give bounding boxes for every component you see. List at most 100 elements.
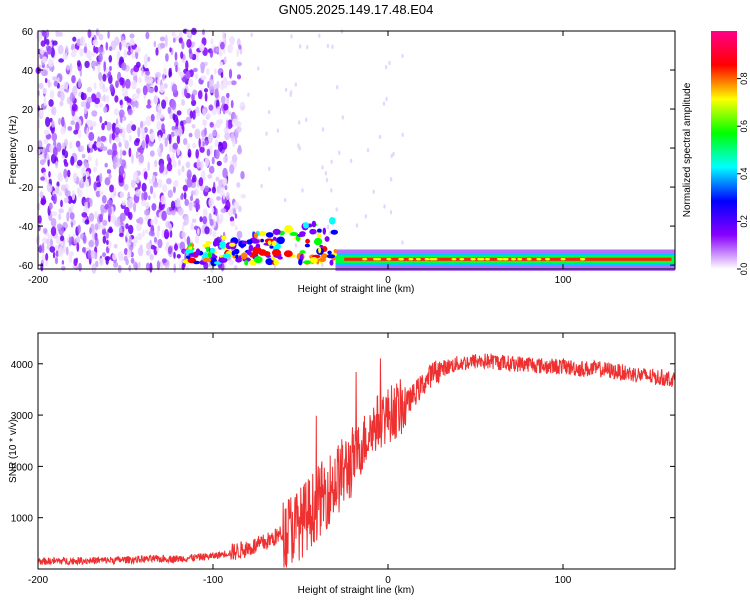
spectrogram-noise-cell [54,76,58,82]
spectrogram-noise-cell [194,73,199,80]
snr-panel: -200 -100 0 100 1000 2000 3000 4000 Height of … [8,332,676,596]
spectrogram-noise-cell [200,61,206,70]
spectrogram-noise-cell [42,87,48,94]
spectrogram-noise-cell [113,108,119,116]
spectrogram-noise-cell [214,88,219,99]
spectrogram-noise-cell [99,213,103,223]
band-core-fleck [398,258,404,261]
spectrogram-noise-cell [104,121,108,126]
spectrogram-noise-cell [123,183,129,191]
snr-frame [37,332,676,570]
spectrogram-noise-cell [155,47,159,56]
spectrogram-noise-cell [174,243,178,251]
band-turbulent-blob [272,249,281,257]
band-turbulent-blob [299,250,306,254]
band-core-fleck [451,258,457,261]
spectrogram-noise-cell [69,141,73,150]
spectrogram-noise-cell [165,53,169,62]
spectrogram-noise-cell [126,97,132,103]
spectrogram-noise-cell [56,223,63,229]
spectrogram-noise-cell [173,180,179,188]
spectrogram-noise-cell [196,52,199,62]
spectrogram-noise-cell [160,42,166,49]
spectrogram-noise-cell [210,38,214,45]
spectrogram-noise-cell [193,67,198,73]
band-turbulent-blob [235,254,239,259]
spectrogram-noise-cell [199,146,205,153]
colorbar: 0.0 0.2 0.4 0.6 0.8 Normalized spectral ampl… [682,31,749,275]
spectrogram-noise-cell [162,73,165,81]
spectrogram-frame [37,30,676,270]
spectrogram-noise-cell [42,30,47,38]
colorbar-tick-label: 0.8 [739,72,749,85]
band-turbulent-blob [246,239,253,245]
spectrogram-noise-cell [215,119,221,129]
spectrogram-noise-cell [211,186,216,194]
band-core-fleck [580,258,585,261]
spectrogram-noise-cell [87,155,92,162]
spectrogram-noise-cell [84,60,90,69]
band-turbulent-blob [195,248,201,256]
spectrogram-noise-cell [143,171,148,180]
spectrogram-noise-cell [50,226,57,237]
spectrogram-noise-cell [99,116,103,123]
spectrogram-noise-cell [171,125,176,131]
spectrogram-noise-cell [240,171,245,180]
spectrogram-noise-cell [54,256,59,265]
spectrogram-noise-cell [216,213,220,224]
band-core-fleck [429,258,435,261]
spectrogram-noise-cell [130,120,133,126]
spectrogram-noise-cell [220,72,224,79]
band-turbulent-blob [302,222,309,229]
spectrogram-noise-cell [114,219,121,228]
band-turbulent-blob [317,232,321,239]
spectrogram-noise-cell [161,210,167,221]
spectrogram-noise-cell [58,191,62,197]
spectrogram-noise-cell [92,66,96,71]
spectrogram-noise-cell [77,129,82,139]
spectrogram-noise-cell [209,121,214,128]
spectrogram-background [38,31,675,269]
spectrogram-noise-cell [238,44,242,50]
spectrogram-noise-cell [43,129,50,136]
spectrogram-x-tick-label: -100 [203,275,223,286]
spectrogram-noise-cell [195,198,200,206]
spectrogram-noise-cell [184,199,189,206]
snr-x-ticks: -200 -100 0 100 [28,333,572,586]
spectrogram-noise-cell [170,99,177,111]
spectrogram-noise-cell [169,229,173,238]
spectrogram-noise-cell [102,87,108,93]
snr-series-line [37,353,676,568]
spectrogram-noise-cell [126,231,130,238]
spectrogram-noise-cell [247,92,250,97]
spectrogram-noise-cell [144,216,150,221]
spectrogram-noise-cell [87,29,92,39]
colorbar-bar [711,31,737,269]
spectrogram-noise-cell [188,132,193,138]
spectrogram-noise-cell [186,236,191,246]
band-turbulent-blob [240,252,248,260]
spectrogram-noise-cell [95,190,101,198]
spectrogram-noise-cell [63,197,69,204]
spectrogram-noise-cell [208,165,215,174]
spectrogram-noise-cell [65,176,68,183]
spectrogram-noise-cell [157,178,163,189]
spectrogram-noise-cell [192,41,196,47]
spectrogram-noise-cell [58,172,62,180]
spectrogram-noise-cell [50,217,57,227]
band-turbulent-blob [258,230,267,237]
band-turbulent-blob [253,232,259,239]
spectrogram-noise-cell [187,148,192,158]
spectrogram-noise-cell [325,177,329,183]
spectrogram-noise-cell [378,134,382,140]
spectrogram-noise-cell [202,119,208,126]
spectrogram-noise-cell [331,44,334,49]
spectrogram-noise-cell [183,88,188,97]
band-turbulent-blob [318,257,327,263]
spectrogram-noise-cell [176,147,180,156]
spectrogram-noise-cell [68,254,73,264]
band-turbulent-blob [313,237,323,246]
spectrogram-noise-cell [174,51,178,61]
spectrogram-noise-cell [216,160,222,166]
band-turbulent-blob [283,250,293,258]
